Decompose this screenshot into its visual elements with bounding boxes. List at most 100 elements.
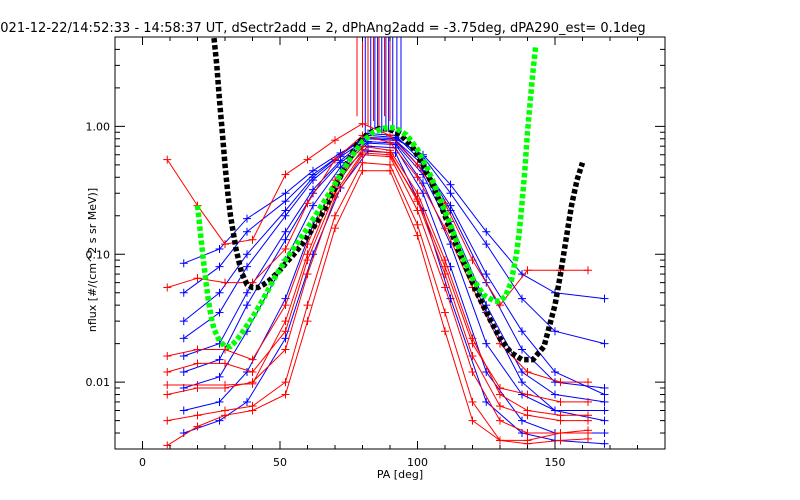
series-18-point-9	[413, 195, 422, 204]
series-5-point-0	[179, 406, 188, 415]
y-axis-label: nflux [#/(cm^2 s sr MeV)]	[86, 188, 99, 332]
series-12-line	[167, 134, 588, 383]
chart-title: 2021-12-22/14:52:33 - 14:58:37 UT, dSect…	[0, 21, 646, 36]
series-14-point-13	[523, 429, 532, 438]
series-14-line	[167, 154, 588, 434]
series-16-point-2	[221, 380, 229, 389]
series-12-point-9	[413, 173, 422, 182]
series-14-point-11	[468, 368, 477, 377]
series-3-point-10	[482, 270, 491, 279]
series-3-point-1	[215, 308, 224, 317]
series-6-point-13	[600, 439, 609, 448]
y-tick-label-1: 0.10	[86, 248, 111, 261]
series-17-point-12	[496, 436, 504, 445]
series-7-point-1	[215, 262, 224, 271]
series-4-point-3	[281, 235, 290, 244]
series-17-point-8	[386, 166, 394, 175]
series-6-point-3	[281, 334, 290, 343]
series-9-point-9	[446, 206, 455, 215]
series-17-point-3	[248, 406, 257, 415]
series-9-point-13	[600, 383, 609, 392]
series-18-point-14	[556, 397, 565, 406]
series-16-point-1	[193, 380, 202, 389]
series-18-point-11	[468, 339, 477, 348]
series-17-line	[167, 170, 589, 446]
series-5-point-13	[600, 429, 609, 438]
series-11-point-4	[281, 170, 290, 179]
series-14-point-12	[496, 416, 504, 425]
series-16-line	[167, 148, 588, 422]
series-11-point-7	[358, 119, 367, 128]
series-2-point-0	[179, 259, 188, 268]
series-12-point-4	[281, 244, 290, 253]
series-16-point-11	[468, 352, 477, 361]
series-13-point-3	[248, 355, 257, 364]
series-14-point-4	[281, 345, 290, 354]
series-12-point-2	[221, 278, 229, 287]
series-10-point-2	[243, 288, 251, 297]
series-15-point-7	[358, 158, 367, 167]
series-11-point-5	[303, 155, 312, 164]
series-10-point-5	[336, 156, 345, 165]
series-13-point-4	[281, 301, 290, 310]
series-7-point-2	[243, 227, 251, 236]
series-11-point-6	[331, 136, 339, 145]
series-11-point-12	[496, 301, 504, 310]
series-12-point-14	[556, 378, 565, 387]
series-18-line	[167, 152, 588, 403]
series-15-point-0	[163, 416, 172, 425]
series-12-point-8	[386, 138, 394, 147]
series-15-point-6	[331, 211, 339, 220]
series-11-point-2	[221, 240, 229, 249]
series-7-point-12	[551, 327, 559, 336]
series-11-point-0	[163, 155, 172, 164]
series-18-point-0	[163, 368, 172, 377]
series-7-point-0	[179, 288, 188, 297]
series-4-point-0	[179, 368, 188, 377]
series-18-point-15	[584, 397, 592, 406]
series-14-point-0	[163, 390, 172, 399]
series-11-point-3	[248, 235, 257, 244]
series-4-point-11	[518, 378, 526, 387]
series-18-point-12	[496, 383, 504, 392]
series-18-point-1	[193, 359, 202, 368]
series-12-point-1	[193, 274, 202, 283]
series-16-point-13	[523, 411, 532, 420]
series-11-point-15	[584, 266, 592, 275]
series-17-point-5	[303, 317, 312, 326]
series-17-point-13	[523, 436, 532, 445]
series-13-line	[167, 145, 588, 416]
series-2-point-1	[215, 244, 224, 253]
series-16-point-12	[496, 402, 504, 411]
series-9-point-3	[281, 206, 290, 215]
data-marks	[163, 37, 609, 449]
series-8-point-1	[215, 372, 224, 381]
series-4-point-13	[600, 416, 609, 425]
series-9-point-0	[179, 317, 188, 326]
series-4-point-1	[215, 355, 224, 364]
series-12-point-13	[523, 368, 532, 377]
series-7-point-13	[600, 339, 609, 348]
series-7-point-9	[446, 189, 455, 198]
series-16-point-3	[248, 379, 257, 388]
series-15-point-4	[281, 378, 290, 387]
series-17-point-1	[193, 422, 202, 431]
series-17-point-2	[221, 411, 229, 420]
axes: 0 50 100 150 0.01 0.10 1.00	[86, 36, 666, 469]
series-1-fit-curve	[194, 45, 539, 350]
series-12-point-10	[441, 224, 449, 233]
series-14-point-9	[413, 206, 422, 215]
series-7-point-10	[482, 240, 491, 249]
series-3-point-2	[243, 262, 251, 271]
series-15-point-1	[193, 411, 202, 420]
series-2-point-13	[600, 294, 609, 303]
series-3-point-12	[551, 368, 559, 377]
series-16-point-14	[556, 416, 565, 425]
series-16-point-15	[584, 416, 592, 425]
series-4-point-2	[243, 301, 251, 310]
series-12-point-5	[303, 199, 312, 208]
series-10-point-0	[179, 352, 188, 361]
series-14-point-10	[441, 283, 449, 292]
